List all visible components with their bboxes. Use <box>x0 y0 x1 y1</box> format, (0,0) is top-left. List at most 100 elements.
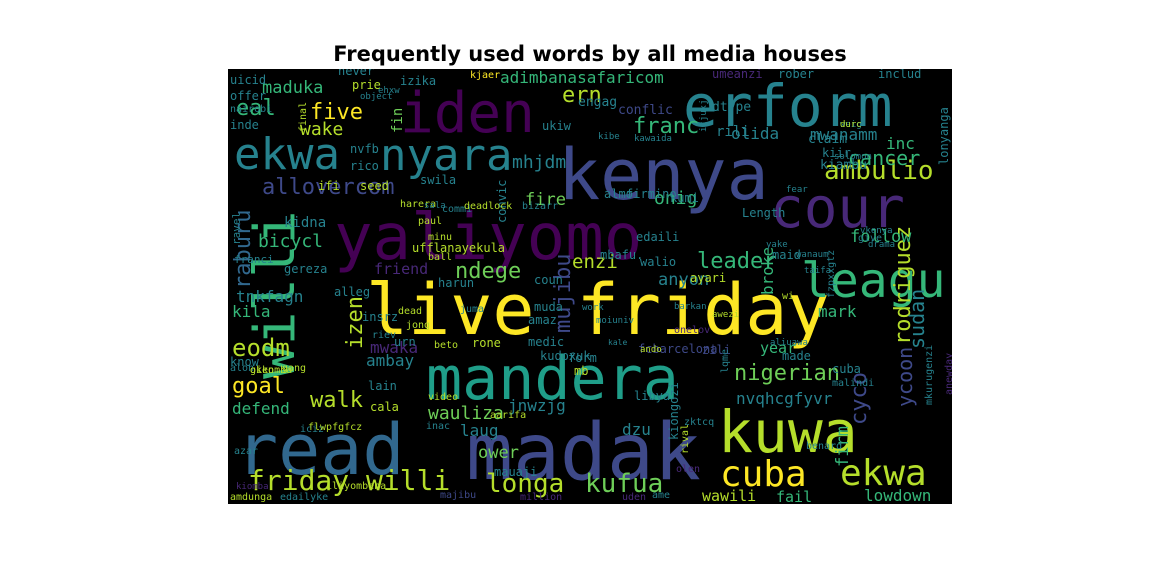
word-amdunga: amdunga <box>230 492 272 503</box>
word-cour: cour <box>770 176 905 241</box>
word-kila: kila <box>232 302 271 321</box>
word-ifi: ifi <box>318 179 340 193</box>
word-made: made <box>782 349 811 363</box>
word-rili: rili <box>716 124 750 140</box>
word-raburu: raburu <box>231 210 256 289</box>
word-kiambu: kiambu <box>820 158 867 173</box>
word-barkan: barkan <box>674 302 707 312</box>
word-fail: fail <box>776 488 812 504</box>
word-leader: leader <box>697 249 776 274</box>
chart-title: Frequently used words by all media house… <box>333 42 847 66</box>
word-cuba: cuba <box>720 454 807 495</box>
word-alon: alon <box>230 363 254 374</box>
word-nairobi: nairobi <box>230 104 272 115</box>
word-cyco: cyco <box>847 372 872 425</box>
word-kumi: kumi <box>670 191 699 205</box>
word-bicycl: bicycl <box>258 231 323 252</box>
word-inac: inac <box>426 421 450 432</box>
word-form: form <box>568 351 597 365</box>
word-majibu: majibu <box>440 490 476 501</box>
word-longa: longa <box>486 469 564 499</box>
word-ambay: ambay <box>366 351 415 370</box>
word-dead: dead <box>398 306 422 317</box>
word-kawaida: kawaida <box>634 134 672 144</box>
word-jnwzjg: jnwzjg <box>508 396 566 415</box>
word-video: video <box>428 392 458 403</box>
word-rival: rival <box>680 424 691 454</box>
word-swila: swila <box>420 173 456 187</box>
word-lain: lain <box>368 379 397 393</box>
word-kiongozi: kiongozi <box>667 382 681 440</box>
word-enzi: enzi <box>572 251 618 273</box>
word-franc: franc <box>633 114 699 139</box>
word-jong: jong <box>406 320 430 331</box>
word-tnkfagn: tnkfagn <box>236 287 303 306</box>
word-moiuniv: moiuniv <box>596 316 634 326</box>
word-mwanamm: mwanamm <box>810 125 877 144</box>
word-walio: walio <box>640 255 676 269</box>
word-ando: ando <box>640 345 662 355</box>
word-nyara: nyara <box>380 130 512 181</box>
word-izen: izen <box>343 296 368 349</box>
word-aliuawa: aliuawa <box>770 338 808 348</box>
word-mandera: mandera <box>426 344 679 414</box>
word-amaz: amaz <box>528 313 557 327</box>
word-length: Length <box>742 206 785 220</box>
word-iliyombeba: iliyombeba <box>326 481 386 492</box>
word-beto: beto <box>434 340 458 351</box>
word-kuwa: kuwa <box>718 398 858 466</box>
word-ayari: ayari <box>690 271 726 285</box>
word-broke: broke <box>758 247 777 295</box>
word-know: know <box>230 355 260 369</box>
word-awezi: awezi <box>712 310 739 320</box>
word-bizarr: bizarr <box>522 201 558 212</box>
word-iden: iden <box>400 81 535 146</box>
word-insrz: insrz <box>362 310 398 324</box>
word-laug: laug <box>460 421 499 440</box>
word-ycoon: ycoon <box>893 347 917 407</box>
word-umeanzi: umeanzi <box>712 69 763 81</box>
word-paul: paul <box>418 216 442 227</box>
word-mb: mb <box>574 364 588 378</box>
word-itjuxj: itjuxj <box>699 99 709 132</box>
word-prie: prie <box>352 78 381 92</box>
word-madak: madak <box>466 408 701 498</box>
word-never: never <box>338 69 374 78</box>
word-harun: harun <box>438 276 474 290</box>
word-nigerian: nigerian <box>734 361 840 386</box>
word-ame: ame <box>652 490 670 501</box>
word-inde: inde <box>230 118 259 132</box>
word-rico: rico <box>350 159 379 173</box>
word-engag: engag <box>578 95 617 110</box>
word-vkenya: vkenya <box>860 226 893 236</box>
word-mark: mark <box>818 302 857 321</box>
word-taifa: taifa <box>804 266 831 276</box>
word-anyon: anyon <box>658 270 709 290</box>
word-convic: convic <box>495 180 509 223</box>
word-cloud: live friday madak mandera kenya yaliyomo read… <box>228 69 952 504</box>
word-friend: friend <box>374 260 428 278</box>
word-sudan: sudan <box>905 289 929 349</box>
word-kjaer: kjaer <box>470 70 500 81</box>
word-anayekula: anayekula <box>440 241 505 255</box>
word-yaliyomo: yaliyomo <box>334 201 642 275</box>
word-leagu: leagu <box>801 253 946 309</box>
word-ehxw: ehxw <box>378 86 400 96</box>
word-kiomba: kiomba <box>236 482 269 492</box>
word-live-friday: live friday <box>366 269 830 351</box>
word-friday-willi: friday willi <box>248 464 450 497</box>
word-almo: almo <box>604 187 633 201</box>
word-wauliza: wauliza <box>428 403 504 424</box>
word-year: year <box>760 339 796 357</box>
word-lqme: lqme <box>720 349 731 373</box>
word-wanaum: wanaum <box>796 250 829 260</box>
word-zili: zili <box>702 343 731 357</box>
word-edailyke: edailyke <box>280 492 328 503</box>
word-gang: gang <box>282 363 306 374</box>
word-gikomba: gikomba <box>250 365 292 376</box>
word-eal: eal <box>236 96 276 121</box>
word-cala: cala <box>370 400 399 414</box>
word-defend: defend <box>232 399 290 418</box>
word-ekwa: ekwa <box>840 453 927 494</box>
